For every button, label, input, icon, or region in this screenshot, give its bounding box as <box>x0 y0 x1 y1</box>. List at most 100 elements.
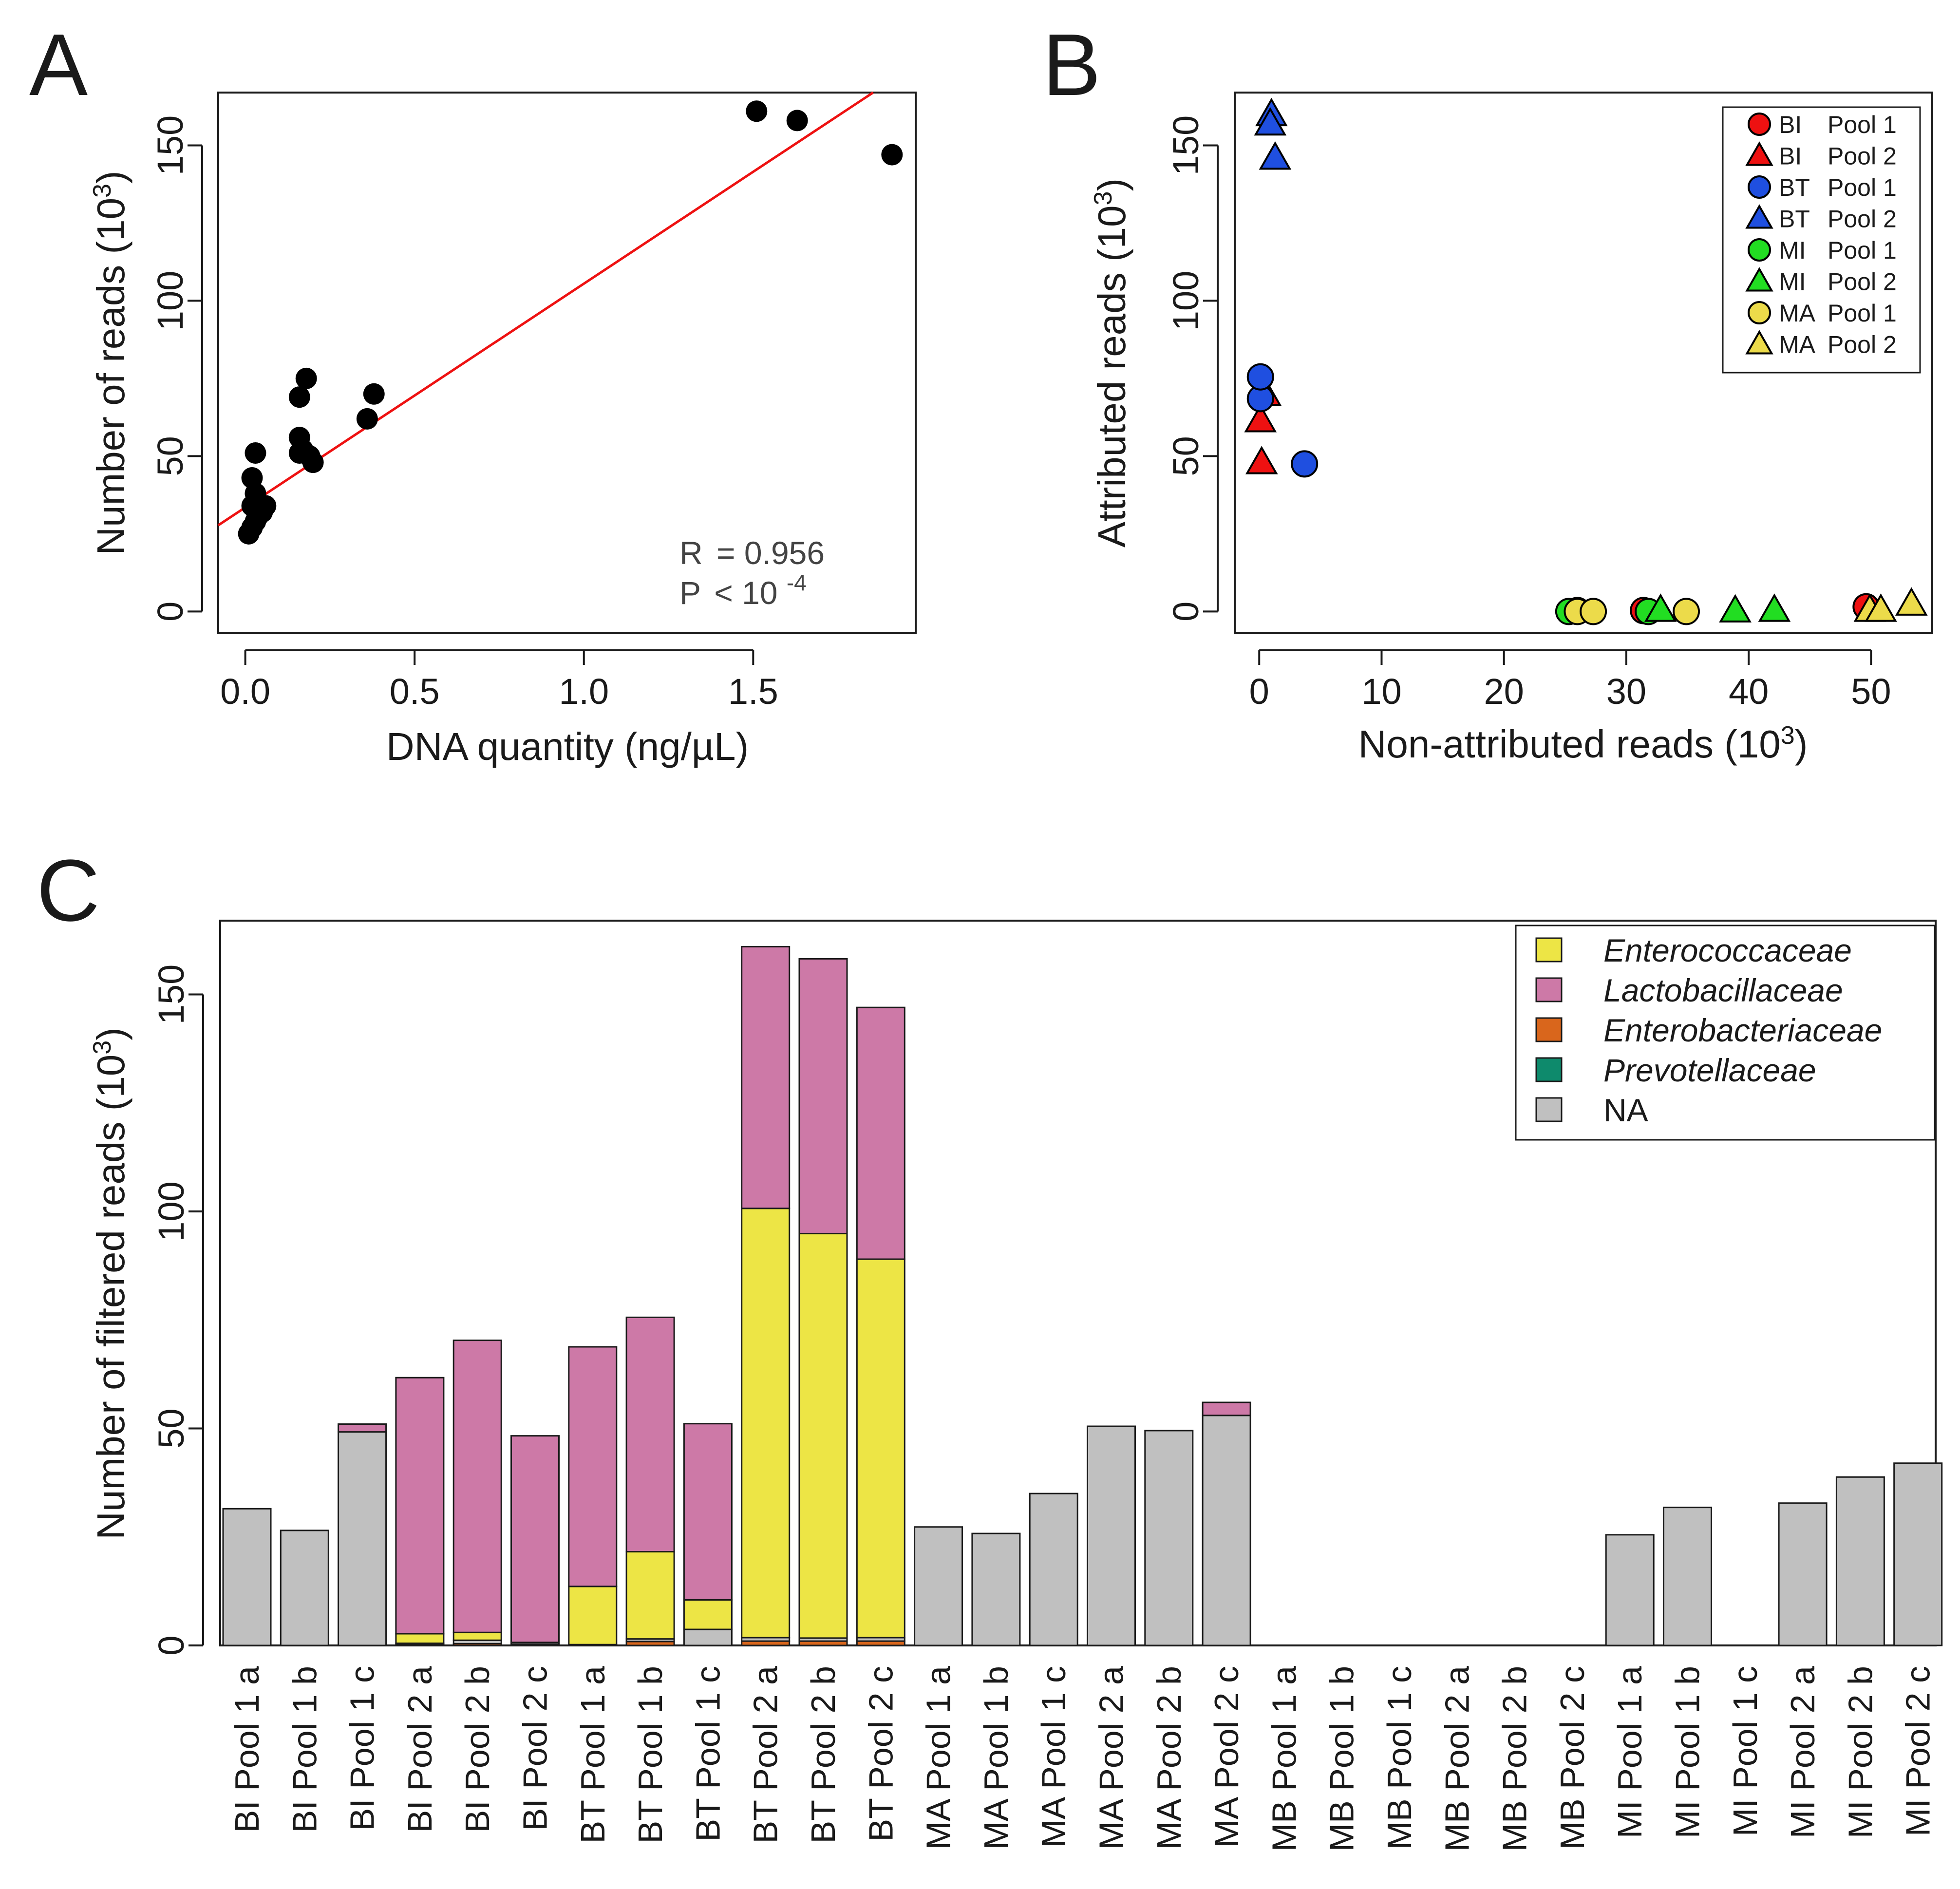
panel-c-bar-segment <box>798 958 848 1234</box>
panel-b-legend-marker <box>1748 113 1771 136</box>
panel-c-category-label: BT Pool 2 c <box>862 1666 900 1842</box>
panel-b-legend-marker <box>1748 175 1771 199</box>
panel-a-y-tick-label: 150 <box>150 115 190 175</box>
panel-a-data-point <box>356 408 378 430</box>
panel-a-data-point <box>255 495 277 517</box>
panel-b-legend: BI Pool 1 BI Pool 2 BT Pool 1 BT Pool 2 MI Pool 1… <box>1722 106 1921 374</box>
panel-c-legend-swatch <box>1535 937 1563 963</box>
panel-c-bar-segment <box>625 1316 675 1553</box>
panel-c-category-label: MI Pool 2 a <box>1784 1666 1822 1838</box>
panel-b-x-tick-label: 10 <box>1361 671 1401 712</box>
panel-c-bar-segment <box>741 945 791 1209</box>
panel-c-bar-segment <box>510 1435 560 1643</box>
panel-c-category-label: MA Pool 2 a <box>1093 1666 1131 1850</box>
panel-c-category-label: MB Pool 2 b <box>1496 1666 1534 1851</box>
panel-b-data-point <box>1758 593 1791 622</box>
panel-b-data-point <box>1580 598 1607 625</box>
panel-c-category-label: MB Pool 1 b <box>1323 1666 1361 1851</box>
panel-c-legend-label: Prevotellaceae <box>1603 1052 1816 1088</box>
panel-b-legend-label: MA Pool 2 <box>1779 331 1897 359</box>
panel-b-x-tick-label: 30 <box>1606 671 1646 712</box>
panel-c-category-label: BT Pool 2 b <box>804 1666 842 1844</box>
panel-c-category-label: BT Pool 2 a <box>747 1666 785 1844</box>
panel-a-ylabel: Number of reads (103) <box>88 170 132 555</box>
panel-c-bar-segment <box>280 1530 329 1646</box>
panel-c-legend-box <box>1515 925 1936 1141</box>
panel-b-legend-label: MI Pool 2 <box>1779 268 1897 296</box>
panel-b-x-tick-label: 40 <box>1729 671 1769 712</box>
panel-c-category-label: MB Pool 2 c <box>1553 1666 1591 1850</box>
panel-c-bar-segment <box>683 1423 733 1601</box>
panel-b-data-point <box>1291 450 1319 478</box>
panel-c-bar-segment <box>1663 1507 1712 1646</box>
panel-c-category-label: MB Pool 1 a <box>1265 1666 1303 1851</box>
panel-c-bar-segment <box>222 1508 272 1646</box>
panel-b-y-tick-label: 100 <box>1166 271 1206 331</box>
panel-c-category-label: BI Pool 2 a <box>401 1666 439 1833</box>
panel-a-y-tick-label: 100 <box>150 271 190 331</box>
panel-c-bar-segment <box>856 1258 905 1639</box>
panel-c-category-label: MI Pool 1 b <box>1669 1666 1707 1838</box>
panel-letter-c: C <box>37 842 100 940</box>
panel-b-data-point <box>1865 593 1897 622</box>
panel-a-data-point <box>363 383 385 405</box>
panel-b-y-tick-label: 0 <box>1166 602 1206 622</box>
panel-a-x-tick-label: 0.0 <box>220 671 270 712</box>
panel-c-category-label: MB Pool 2 a <box>1438 1666 1476 1851</box>
panel-a-data-point <box>241 467 263 489</box>
panel-c-bar-segment <box>1202 1401 1251 1417</box>
panel-a-x-tick-label: 0.5 <box>390 671 440 712</box>
panel-c-category-label: MI Pool 1 a <box>1611 1666 1649 1838</box>
panel-c-bar-segment <box>1893 1462 1943 1646</box>
panel-c-ylabel: Number of filtered reads (103) <box>88 1027 132 1540</box>
panel-a-data-point <box>295 367 317 389</box>
panel-letter-a: A <box>29 16 88 114</box>
panel-c-bar-segment <box>1778 1502 1828 1646</box>
panel-b-legend-marker <box>1745 330 1773 355</box>
panel-c-legend: Enterococcaceae Lactobacillaceae Enterobac… <box>1515 925 1936 1141</box>
panel-c-category-label: BI Pool 1 b <box>285 1666 323 1832</box>
panel-c-legend-label: Lactobacillaceae <box>1603 972 1843 1008</box>
panel-c-category-label: MA Pool 2 c <box>1207 1666 1245 1848</box>
panel-c-bar-segment <box>338 1423 387 1433</box>
panel-a-scatter: 0.0 0.5 1.0 1.5 0 50 100 150 R = 0.956 P < 10 -… <box>88 91 917 768</box>
panel-b-x-tick-label: 0 <box>1249 671 1269 712</box>
panel-c-legend-label: Enterobacteriaceae <box>1603 1012 1882 1048</box>
panel-c-bar-segment <box>395 1633 445 1644</box>
panel-b-data-point <box>1245 446 1278 474</box>
panel-b-legend-marker <box>1745 267 1773 292</box>
panel-c-category-label: MA Pool 1 c <box>1035 1666 1073 1848</box>
panel-a-data-point <box>288 386 310 408</box>
panel-a-data-point <box>786 110 808 132</box>
panel-c-legend-label: NA <box>1603 1092 1648 1128</box>
panel-c-bar-segment <box>1202 1415 1251 1646</box>
panel-b-y-tick-label: 50 <box>1166 436 1206 476</box>
panel-b-x-tick-label: 20 <box>1484 671 1524 712</box>
panel-c-category-label: BI Pool 2 c <box>516 1666 554 1831</box>
panel-b-data-point <box>1895 587 1928 616</box>
panel-c-category-label: MI Pool 1 c <box>1726 1666 1764 1836</box>
panel-c-category-label: MB Pool 1 c <box>1380 1666 1418 1850</box>
panel-a-data-point <box>245 442 266 464</box>
panel-c-bar-segment <box>1144 1430 1194 1646</box>
panel-b-legend-marker <box>1745 141 1773 166</box>
panel-b-x-tick-label: 50 <box>1851 671 1891 712</box>
panel-a-data-point <box>881 144 903 166</box>
panel-c-category-label: MA Pool 2 b <box>1150 1666 1188 1850</box>
panel-a-y-tick-label: 0 <box>150 602 190 622</box>
panel-b-legend-label: BI Pool 2 <box>1779 143 1897 170</box>
panel-a-stat-p: P < 10 -4 <box>679 570 807 611</box>
panel-a-data-point <box>746 100 768 122</box>
panel-c-bar-segment <box>1605 1534 1655 1646</box>
panel-c-bar-segment <box>971 1532 1021 1646</box>
panel-c-category-label: BI Pool 1 c <box>343 1666 381 1831</box>
panel-c-legend-swatch <box>1535 1017 1563 1042</box>
panel-c-category-label: BI Pool 1 a <box>228 1666 266 1833</box>
panel-a-xlabel: DNA quantity (ng/µL) <box>386 725 749 768</box>
panel-a-stat-r: R = 0.956 <box>679 535 825 571</box>
panel-c-y-tick-label: 50 <box>151 1408 191 1448</box>
panel-c-stacked-bar: 0 50 100 150 BI Pool 1 a BI Pool 1 b BI Pool … <box>88 920 1943 1851</box>
panel-b-data-point <box>1644 593 1677 622</box>
panel-c-bar-segment <box>798 1232 848 1639</box>
